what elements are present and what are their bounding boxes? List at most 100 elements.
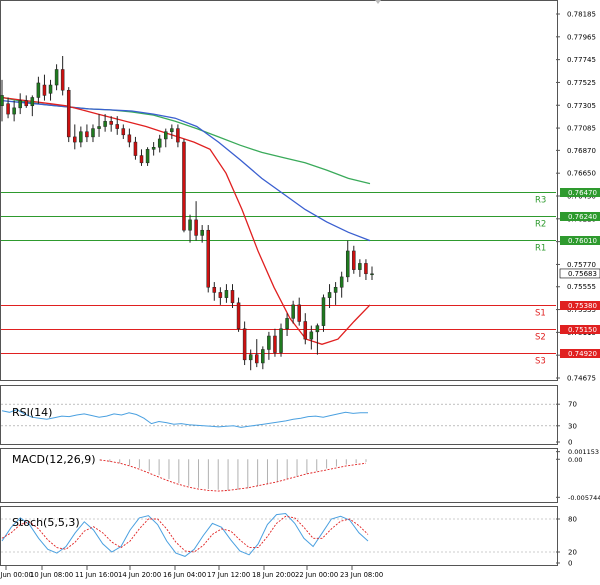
rsi-axis-tick-label: 70 bbox=[568, 401, 577, 409]
price-axis-tick-label: 0.77745 bbox=[567, 56, 596, 64]
candle-body bbox=[297, 304, 301, 322]
price-axis-tick-label: 0.76650 bbox=[567, 170, 596, 178]
price-axis-tick-label: 0.75555 bbox=[567, 283, 596, 291]
candle-body bbox=[291, 304, 295, 319]
candle-body bbox=[194, 219, 198, 236]
time-axis-tick-label: 9 Jun 00:00 bbox=[0, 571, 33, 579]
rsi-panel: 70 30 0 bbox=[1, 401, 577, 447]
candle-body bbox=[79, 131, 83, 143]
time-axis-tick-label: 22 Jun 00:00 bbox=[295, 571, 338, 579]
rsi-axis-tick-label: 0 bbox=[568, 439, 572, 447]
candle-body bbox=[48, 84, 53, 94]
candle-body bbox=[176, 128, 180, 143]
candle-body bbox=[212, 287, 217, 293]
candle-body bbox=[309, 331, 314, 340]
scroll-marker-icon[interactable] bbox=[375, 0, 381, 4]
time-axis-tick-label: 11 Jun 16:00 bbox=[75, 571, 118, 579]
candle-body bbox=[73, 136, 77, 143]
candle-body bbox=[0, 95, 4, 107]
candle-body bbox=[54, 69, 59, 86]
rsi-panel-frame bbox=[0, 385, 558, 445]
price-axis-tick-label: 0.78185 bbox=[567, 11, 596, 19]
candle-body bbox=[60, 69, 65, 91]
stoch-axis-tick-label: 20 bbox=[568, 549, 577, 557]
level-label-r3: R3 bbox=[535, 196, 546, 206]
candle-body bbox=[66, 89, 71, 138]
stoch-title: Stoch(5,5,3) bbox=[12, 516, 80, 529]
price-axis-tick-label: 0.77305 bbox=[567, 102, 596, 110]
ma-mid-line bbox=[1, 99, 371, 242]
candle-body bbox=[285, 318, 289, 329]
time-axis-tick-label: 17 Jun 12:00 bbox=[207, 571, 250, 579]
candle-body bbox=[370, 273, 374, 276]
price-axis-tick-label: 0.76870 bbox=[567, 147, 596, 155]
candle-body bbox=[103, 121, 107, 127]
price-axis-tick-label: 0.77085 bbox=[567, 125, 596, 133]
candle-body bbox=[333, 287, 338, 293]
candle-body bbox=[121, 128, 126, 136]
level-value-box-r2 bbox=[560, 212, 600, 221]
candle-body bbox=[206, 229, 210, 288]
level-label-r2: R2 bbox=[535, 220, 546, 230]
level-value-box-s2 bbox=[560, 325, 600, 334]
candle-body bbox=[6, 103, 10, 115]
time-axis-tick-label: 10 Jun 08:00 bbox=[30, 571, 73, 579]
candle-body bbox=[345, 250, 350, 278]
level-value-s3: 0.74920 bbox=[568, 350, 597, 358]
candle-body bbox=[339, 276, 344, 288]
time-axis-tick-label: 23 Jun 08:00 bbox=[340, 571, 383, 579]
candle-body bbox=[164, 131, 168, 140]
candle-body bbox=[36, 82, 41, 98]
candle-body bbox=[42, 84, 47, 96]
candle-body bbox=[248, 354, 253, 361]
candle-body bbox=[255, 354, 259, 364]
candle-body bbox=[30, 97, 35, 107]
candle-body bbox=[139, 155, 144, 164]
candle-body bbox=[170, 128, 174, 132]
level-label-s3: S3 bbox=[535, 357, 546, 367]
candle-body bbox=[145, 149, 150, 164]
current-price-label: 0.75683 bbox=[568, 270, 597, 278]
time-axis-tick-label: 16 Jun 04:00 bbox=[163, 571, 206, 579]
stoch-panel-frame bbox=[0, 506, 558, 566]
candle-body bbox=[85, 131, 89, 138]
candle-body bbox=[157, 138, 162, 148]
candle-body bbox=[115, 124, 119, 129]
candle-body bbox=[242, 328, 247, 361]
candle-body bbox=[352, 250, 356, 270]
candle-body bbox=[364, 263, 368, 275]
current-price-box bbox=[559, 268, 600, 279]
candle-body bbox=[279, 328, 283, 353]
stoch-panel: 80 20 0 bbox=[1, 512, 577, 568]
price-axis-tick-label: 0.77525 bbox=[567, 79, 596, 87]
macd-axis-tick-label: 0.00 bbox=[568, 456, 582, 464]
candle-body bbox=[97, 126, 101, 129]
candle-body bbox=[230, 290, 235, 304]
candle-body bbox=[321, 297, 326, 326]
candle-body bbox=[127, 134, 132, 143]
level-value-box-s1 bbox=[560, 301, 600, 310]
candle-body bbox=[236, 302, 241, 329]
candle-body bbox=[133, 141, 138, 156]
macd-panel-frame bbox=[0, 448, 558, 503]
price-axis-tick-label: 0.77965 bbox=[567, 33, 596, 41]
level-value-s1: 0.75380 bbox=[568, 302, 597, 310]
candle-body bbox=[24, 100, 29, 107]
macd-title: MACD(12,26,9) bbox=[12, 453, 96, 466]
price-axis-tick-label: 0.75335 bbox=[567, 306, 596, 314]
level-value-box-r1 bbox=[560, 236, 600, 245]
price-panel: 0.78185 0.77965 0.77745 0.77525 0.77305 0.770… bbox=[0, 11, 600, 383]
candle-body bbox=[218, 292, 223, 298]
stoch-signal-line bbox=[1, 515, 369, 553]
candle-body bbox=[12, 107, 16, 115]
candle-body bbox=[188, 219, 192, 231]
price-axis-tick-label: 0.75770 bbox=[567, 261, 596, 269]
level-value-box-r3 bbox=[560, 188, 600, 197]
price-axis-tick-label: 0.74675 bbox=[567, 375, 596, 383]
candle-body bbox=[303, 321, 308, 340]
candle-body bbox=[327, 292, 332, 298]
candle-body bbox=[224, 290, 229, 298]
